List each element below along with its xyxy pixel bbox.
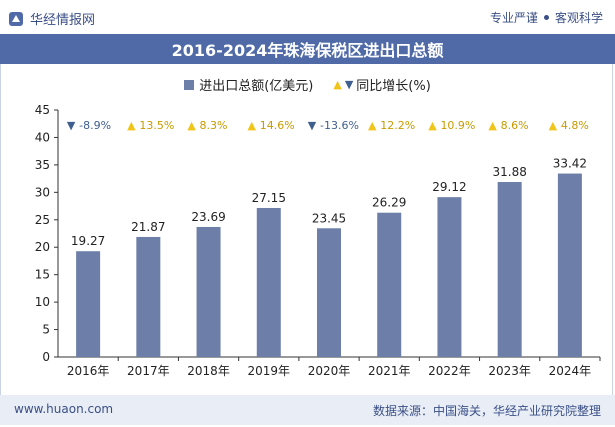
legend-up-triangle-icon: ▲ — [333, 78, 342, 91]
brand-logo-icon — [9, 11, 23, 26]
y-tick-label: 45 — [35, 103, 50, 117]
growth-label: 8.3% — [200, 119, 228, 132]
x-tick-label: 2022年 — [428, 364, 471, 378]
x-tick-label: 2021年 — [368, 364, 411, 378]
chart-title: 2016-2024年珠海保税区进出口总额 — [171, 41, 444, 60]
footer-bar: www.huaon.com 数据来源：中国海关，华经产业研究院整理 — [0, 395, 615, 425]
bar-value-label: 33.42 — [553, 157, 587, 171]
x-tick-label: 2020年 — [308, 364, 351, 378]
growth-label: 10.9% — [440, 119, 475, 132]
growth-up-triangle-icon: ▲ — [368, 119, 377, 132]
header-bar: 华经情报网 专业严谨 客观科学 — [0, 0, 615, 34]
growth-up-triangle-icon: ▲ — [428, 119, 437, 132]
footer-source: 数据来源：中国海关，华经产业研究院整理 — [372, 404, 601, 418]
tagline-right: 客观科学 — [554, 11, 603, 25]
bar — [256, 207, 281, 357]
growth-down-triangle-icon: ▼ — [308, 119, 317, 132]
bar — [136, 236, 161, 357]
growth-label: -8.9% — [79, 119, 111, 132]
x-tick-label: 2017年 — [127, 364, 170, 378]
brand-name: 华经情报网 — [30, 13, 96, 28]
y-tick-label: 20 — [35, 240, 50, 254]
growth-label: 12.2% — [380, 119, 415, 132]
x-tick-label: 2018年 — [187, 364, 230, 378]
tagline-dot-icon — [543, 15, 549, 20]
y-tick-label: 5 — [42, 323, 50, 337]
y-tick-label: 35 — [35, 158, 50, 172]
y-tick-label: 30 — [35, 185, 50, 199]
bar — [497, 182, 522, 357]
legend-down-triangle-icon: ▼ — [344, 78, 354, 91]
bar — [196, 226, 221, 357]
legend-item-bar[interactable]: 进出口总额(亿美元) — [184, 75, 313, 94]
growth-label: 8.6% — [501, 119, 529, 132]
bar — [76, 251, 101, 357]
growth-up-triangle-icon: ▲ — [127, 119, 136, 132]
growth-up-triangle-icon: ▲ — [488, 119, 497, 132]
growth-down-triangle-icon: ▼ — [67, 119, 76, 132]
bar-value-label: 21.87 — [131, 220, 165, 234]
footer-url[interactable]: www.huaon.com — [14, 402, 114, 416]
growth-up-triangle-icon: ▲ — [248, 119, 257, 132]
bar-value-label: 29.12 — [432, 180, 466, 194]
y-tick-label: 40 — [35, 130, 50, 144]
bar-value-label: 23.69 — [191, 210, 225, 224]
growth-label: 14.6% — [260, 119, 295, 132]
tagline-left: 专业严谨 — [489, 11, 538, 25]
bar-value-label: 19.27 — [71, 234, 105, 248]
bar-value-label: 27.15 — [252, 191, 286, 205]
growth-label: -13.6% — [320, 119, 359, 132]
y-tick-label: 10 — [35, 295, 50, 309]
bar-value-label: 31.88 — [492, 165, 526, 179]
growth-label: 13.5% — [139, 119, 174, 132]
y-tick-label: 15 — [35, 268, 50, 282]
legend: 进出口总额(亿美元) ▲ ▼ 同比增长(%) — [0, 75, 615, 94]
chart-title-bar: 2016-2024年珠海保税区进出口总额 — [0, 34, 615, 64]
x-tick-label: 2019年 — [248, 364, 291, 378]
bar — [317, 228, 341, 357]
growth-up-triangle-icon: ▲ — [187, 119, 196, 132]
bar-value-label: 23.45 — [312, 211, 346, 225]
bar — [557, 173, 582, 357]
bar — [377, 212, 402, 357]
x-tick-label: 2023年 — [488, 364, 531, 378]
bar — [437, 197, 462, 357]
growth-label: 4.8% — [561, 119, 589, 132]
y-tick-label: 0 — [42, 350, 50, 364]
y-tick-label: 25 — [35, 213, 50, 227]
legend-growth-label: 同比增长(%) — [356, 79, 431, 94]
x-tick-label: 2024年 — [549, 364, 592, 378]
growth-up-triangle-icon: ▲ — [549, 119, 558, 132]
bar-value-label: 26.29 — [372, 196, 406, 210]
legend-bar-swatch-icon — [184, 79, 195, 90]
legend-item-growth[interactable]: ▲ ▼ 同比增长(%) — [333, 75, 430, 94]
legend-bar-label: 进出口总额(亿美元) — [199, 79, 314, 94]
brand[interactable]: 华经情报网 — [8, 9, 95, 28]
tagline: 专业严谨 客观科学 — [490, 9, 603, 26]
x-tick-label: 2016年 — [67, 364, 110, 378]
